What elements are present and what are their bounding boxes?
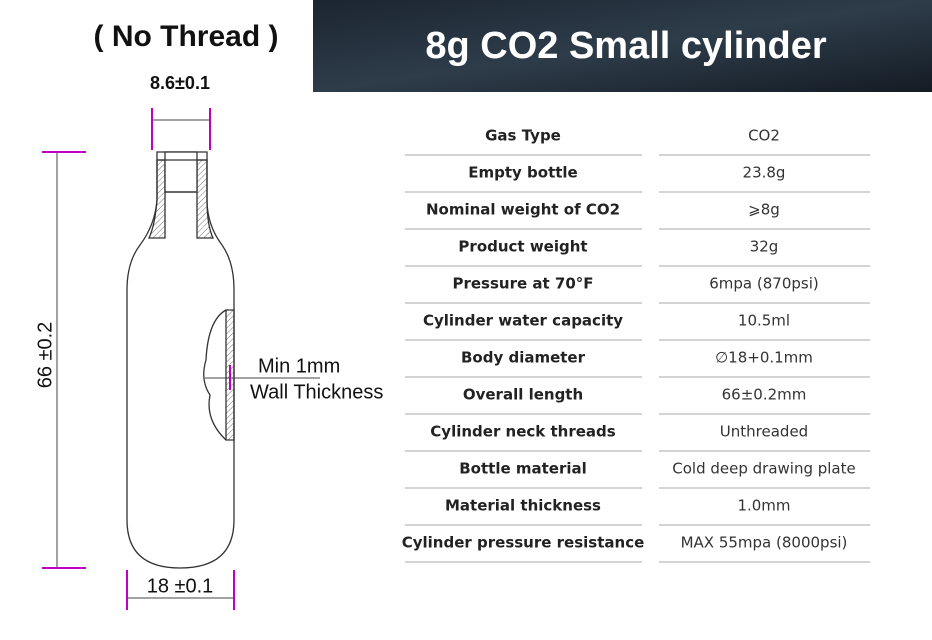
spec-value: 10.5ml — [738, 312, 790, 330]
wall-min: Min 1mm — [258, 355, 340, 377]
spec-value: CO2 — [748, 127, 780, 145]
body-diameter: 18 ±0.1 — [147, 575, 214, 597]
spec-value: Cold deep drawing plate — [672, 460, 855, 478]
spec-label: Cylinder water capacity — [423, 312, 623, 330]
spec-label: Bottle material — [459, 460, 587, 478]
dimension-lines — [42, 108, 320, 610]
title: 8g CO2 Small cylinder — [425, 25, 826, 67]
spec-value: ⩾8g — [748, 201, 780, 219]
cylinder-drawing — [126, 151, 235, 569]
spec-value: 1.0mm — [737, 497, 790, 515]
spec-label: Cylinder neck threads — [430, 423, 615, 441]
spec-value: 6mpa (870psi) — [709, 275, 818, 293]
spec-label: Cylinder pressure resistance — [402, 534, 645, 552]
spec-label: Empty bottle — [468, 164, 577, 182]
spec-value: 66±0.2mm — [722, 386, 807, 404]
spec-label: Body diameter — [461, 349, 586, 367]
spec-value: Unthreaded — [720, 423, 808, 441]
spec-value: 23.8g — [743, 164, 786, 182]
spec-table: Gas Type CO2 Empty bottle 23.8g Nominal weig… — [402, 127, 870, 563]
title-banner — [313, 0, 932, 92]
spec-value: MAX 55mpa (8000psi) — [681, 534, 848, 552]
spec-label: Gas Type — [485, 127, 561, 145]
spec-value: ∅18+0.1mm — [715, 349, 813, 367]
spec-value: 32g — [750, 238, 779, 256]
spec-label: Nominal weight of CO2 — [426, 201, 620, 219]
length: 66 ±0.2 — [34, 322, 56, 389]
spec-label: Pressure at 70°F — [452, 275, 593, 293]
spec-label: Material thickness — [445, 497, 601, 515]
wall-label: Wall Thickness — [250, 381, 383, 403]
note: ( No Thread ) — [94, 20, 279, 53]
spec-label: Product weight — [458, 238, 587, 256]
spec-label: Overall length — [463, 386, 583, 404]
neck-diameter: 8.6±0.1 — [150, 73, 210, 93]
